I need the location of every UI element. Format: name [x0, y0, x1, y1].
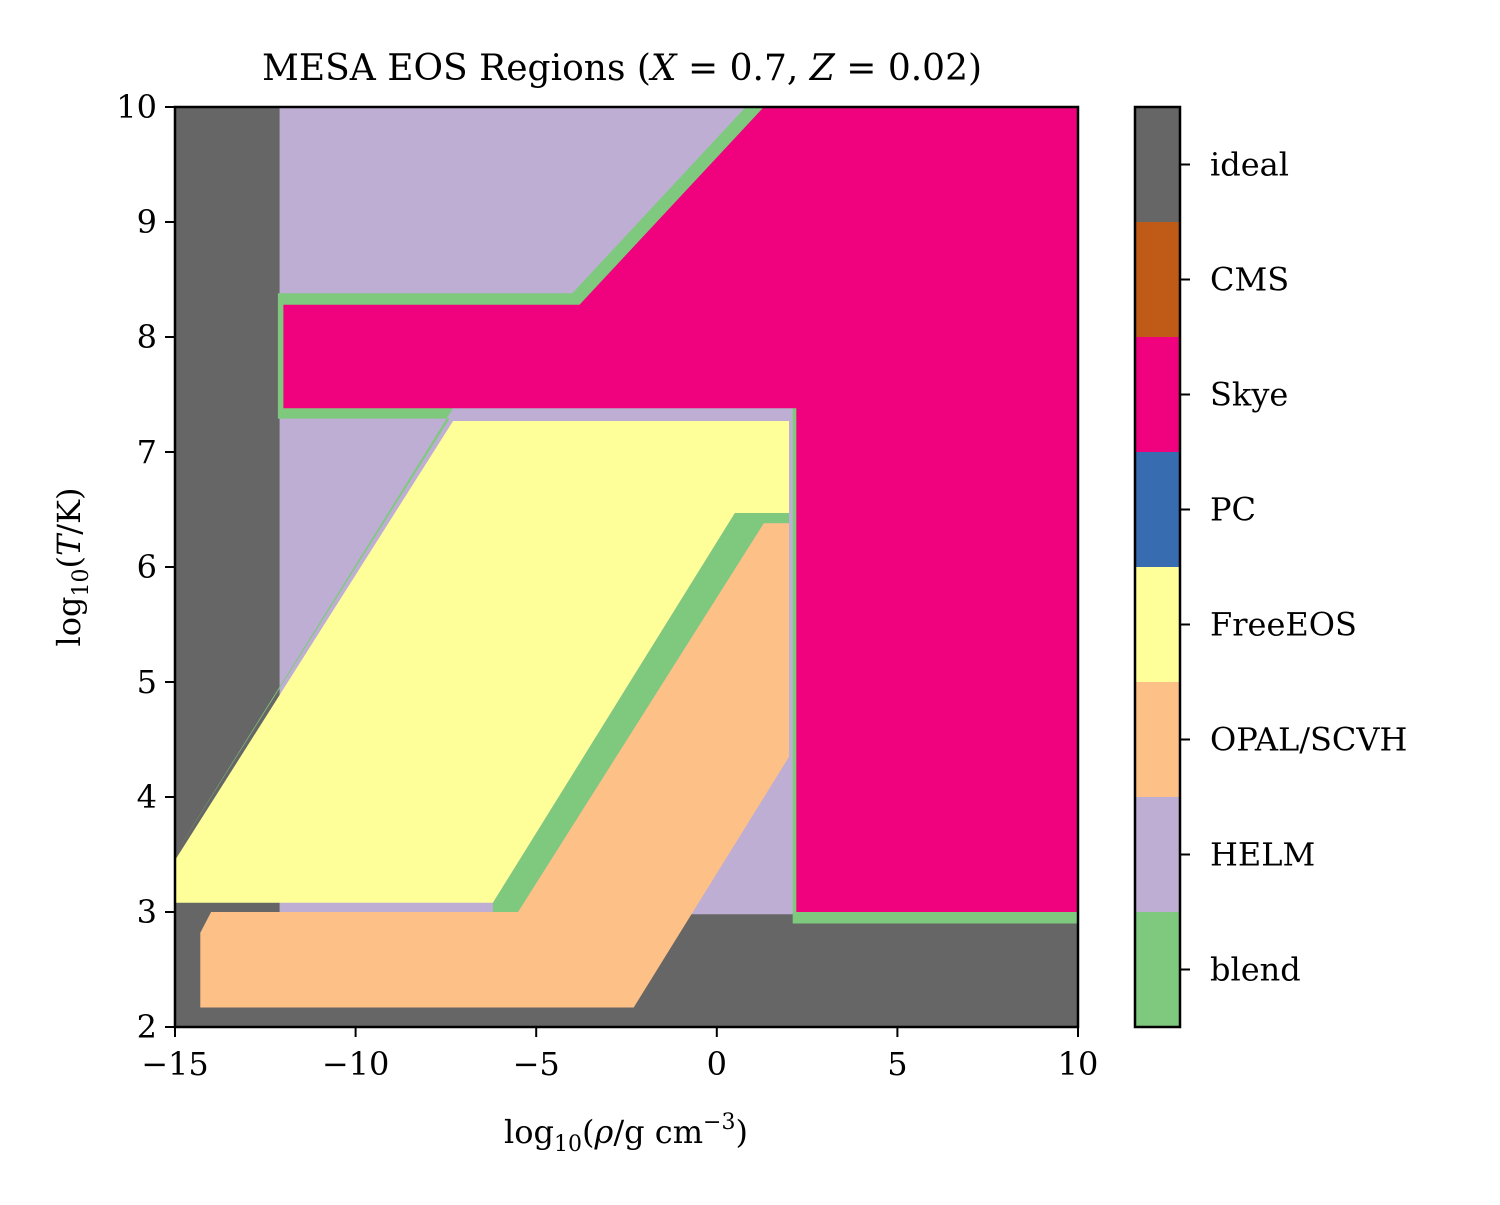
region-opal-scvh-7	[200, 523, 790, 1008]
y-tick-label: 3	[137, 893, 157, 931]
colorbar-label: OPAL/SCVH	[1210, 721, 1407, 759]
region-blend-6	[492, 513, 789, 912]
y-tick-label: 9	[137, 203, 157, 241]
colorbar-swatch-blend	[1135, 912, 1180, 1028]
colorbar-label: blend	[1210, 951, 1301, 989]
x-axis: −15 −10 −5 0 5 10	[141, 1027, 1098, 1083]
y-tick-label: 10	[116, 88, 157, 126]
colorbar-swatch-skye	[1135, 337, 1180, 453]
colorbar-label: ideal	[1210, 146, 1289, 184]
y-tick-label: 5	[137, 663, 157, 701]
y-axis: 2 3 4 5 6 7 8 9 10	[116, 88, 175, 1046]
colorbar-swatch-pc	[1135, 452, 1180, 568]
colorbar-swatch-helm	[1135, 797, 1180, 913]
colorbar-swatch-ideal	[1135, 107, 1180, 223]
colorbar-swatch-freeeos	[1135, 567, 1180, 683]
colorbar-frame	[1133, 105, 1182, 1029]
chart-title: MESA EOS Regions (X = 0.7, Z = 0.02)	[262, 48, 982, 89]
region-freeeos-5	[175, 421, 789, 903]
colorbar-swatch-opal-scvh	[1135, 682, 1180, 798]
y-tick-label: 8	[137, 318, 157, 356]
x-tick-label: −5	[513, 1045, 560, 1083]
colorbar-label: FreeEOS	[1210, 606, 1357, 644]
y-tick-label: 6	[137, 548, 157, 586]
colorbar-label: Skye	[1210, 376, 1288, 414]
y-tick-label: 2	[137, 1008, 157, 1046]
x-tick-label: −10	[322, 1045, 390, 1083]
colorbar-label: HELM	[1210, 836, 1315, 874]
colorbar-swatch-cms	[1135, 222, 1180, 338]
colorbar: ideal CMS Skye PC FreeEOS OPAL/SCVH HELM blend	[1135, 107, 1407, 1028]
x-tick-label: 5	[887, 1045, 907, 1083]
x-tick-label: −15	[141, 1045, 209, 1083]
y-axis-label: log10(T/K)	[50, 488, 94, 647]
x-tick-label: 0	[707, 1045, 727, 1083]
colorbar-label: PC	[1210, 491, 1256, 529]
y-tick-label: 4	[137, 778, 157, 816]
y-tick-label: 7	[137, 433, 157, 471]
region-skye-4	[283, 107, 1078, 912]
region-layer	[175, 107, 1078, 1027]
colorbar-label: CMS	[1210, 261, 1289, 299]
x-axis-label: log10(ρ/g cm−3)	[504, 1110, 748, 1157]
x-tick-label: 10	[1058, 1045, 1099, 1083]
